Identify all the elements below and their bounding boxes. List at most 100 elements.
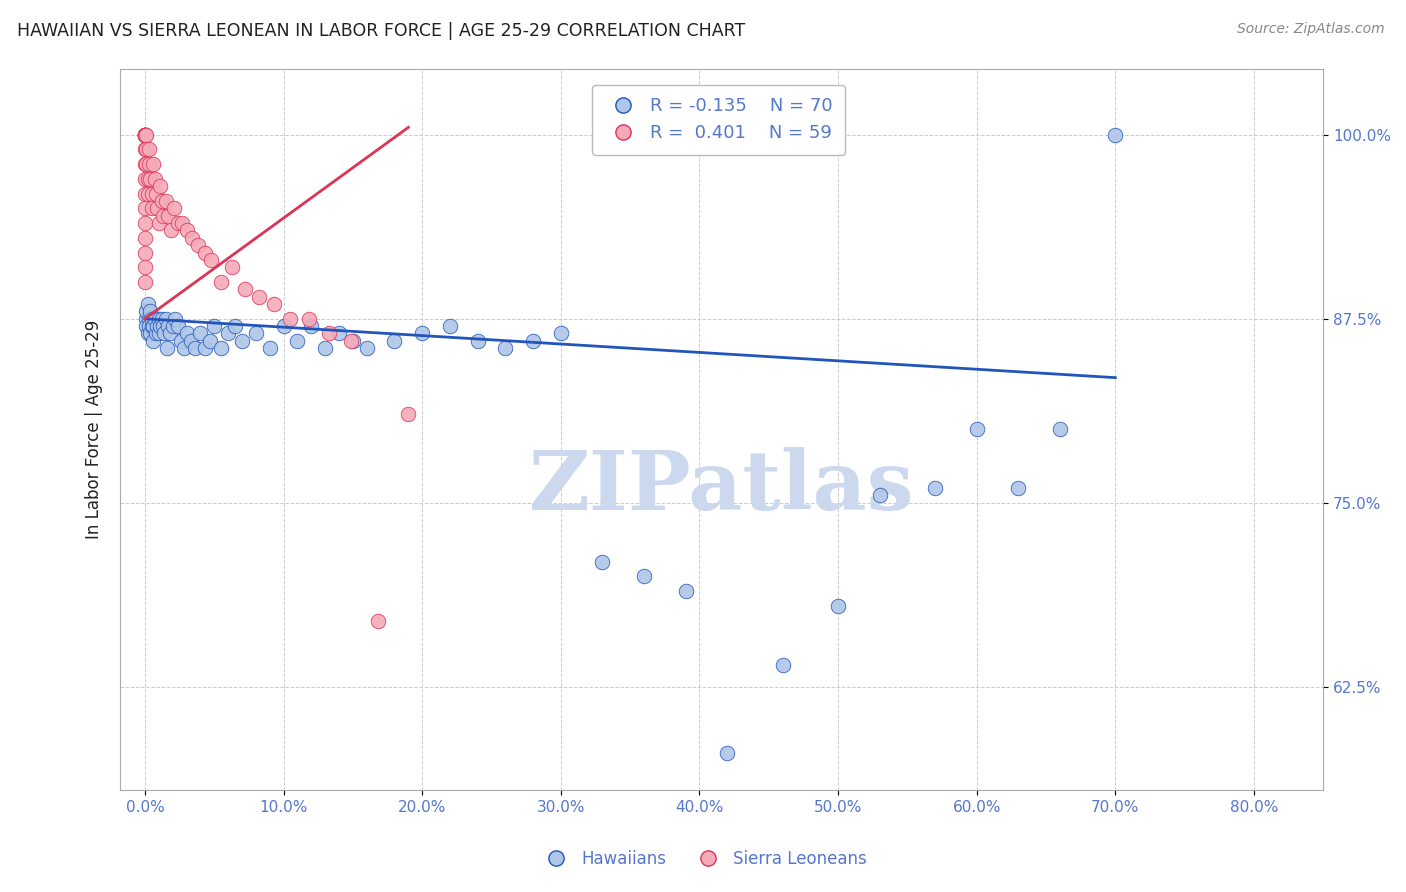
Point — [280, 311, 302, 326]
Point — [135, 157, 157, 171]
Point — [772, 657, 794, 672]
Point — [155, 311, 177, 326]
Point — [633, 569, 655, 583]
Point — [367, 614, 389, 628]
Point — [146, 319, 169, 334]
Point — [134, 186, 156, 201]
Point — [396, 408, 419, 422]
Point — [141, 186, 163, 201]
Point — [1104, 128, 1126, 142]
Point — [134, 128, 156, 142]
Point — [136, 297, 159, 311]
Point — [135, 304, 157, 318]
Point — [134, 216, 156, 230]
Point — [136, 186, 159, 201]
Point — [134, 128, 156, 142]
Point — [924, 481, 946, 495]
Point — [134, 128, 156, 142]
Point — [176, 326, 198, 341]
Point — [152, 209, 174, 223]
Point — [150, 311, 173, 326]
Point — [135, 311, 157, 326]
Point — [134, 245, 156, 260]
Point — [1007, 481, 1029, 495]
Point — [141, 311, 163, 326]
Point — [467, 334, 489, 348]
Point — [159, 326, 181, 341]
Point — [247, 290, 270, 304]
Point — [135, 319, 157, 334]
Point — [181, 231, 204, 245]
Point — [134, 128, 156, 142]
Point — [384, 334, 406, 348]
Point — [173, 341, 195, 355]
Point — [138, 319, 160, 334]
Point — [141, 202, 163, 216]
Point — [135, 128, 157, 142]
Point — [184, 341, 207, 355]
Point — [134, 157, 156, 171]
Point — [314, 341, 336, 355]
Point — [146, 202, 169, 216]
Point — [342, 334, 364, 348]
Point — [245, 326, 267, 341]
Point — [145, 186, 167, 201]
Point — [716, 746, 738, 760]
Point — [299, 319, 322, 334]
Point — [170, 334, 193, 348]
Point — [165, 311, 187, 326]
Point — [522, 334, 544, 348]
Point — [139, 326, 162, 341]
Point — [591, 555, 613, 569]
Point — [136, 172, 159, 186]
Text: Source: ZipAtlas.com: Source: ZipAtlas.com — [1237, 22, 1385, 37]
Point — [153, 326, 176, 341]
Point — [134, 202, 156, 216]
Point — [152, 319, 174, 334]
Point — [494, 341, 516, 355]
Point — [233, 282, 256, 296]
Point — [134, 128, 156, 142]
Point — [193, 245, 215, 260]
Point — [297, 311, 319, 326]
Point — [149, 179, 172, 194]
Text: ZIPatlas: ZIPatlas — [529, 447, 914, 527]
Point — [138, 311, 160, 326]
Point — [145, 326, 167, 341]
Point — [221, 260, 243, 275]
Point — [273, 319, 295, 334]
Text: HAWAIIAN VS SIERRA LEONEAN IN LABOR FORCE | AGE 25-29 CORRELATION CHART: HAWAIIAN VS SIERRA LEONEAN IN LABOR FORC… — [17, 22, 745, 40]
Point — [209, 341, 232, 355]
Point — [190, 326, 212, 341]
Point — [439, 319, 461, 334]
Point — [180, 334, 202, 348]
Point — [287, 334, 309, 348]
Point — [1049, 422, 1071, 436]
Point — [134, 128, 156, 142]
Point — [163, 202, 186, 216]
Point — [356, 341, 378, 355]
Point — [139, 172, 162, 186]
Point — [134, 128, 156, 142]
Point — [142, 157, 165, 171]
Point — [966, 422, 988, 436]
Point — [224, 319, 246, 334]
Point — [150, 194, 173, 208]
Point — [198, 334, 221, 348]
Point — [155, 194, 177, 208]
Point — [231, 334, 253, 348]
Point — [149, 319, 172, 334]
Point — [200, 252, 222, 267]
Point — [318, 326, 340, 341]
Point — [135, 143, 157, 157]
Legend: Hawaiians, Sierra Leoneans: Hawaiians, Sierra Leoneans — [533, 844, 873, 875]
Point — [259, 341, 281, 355]
Point — [134, 172, 156, 186]
Point — [142, 319, 165, 334]
Point — [411, 326, 433, 341]
Point — [167, 319, 190, 334]
Point — [143, 311, 166, 326]
Point — [209, 275, 232, 289]
Point — [550, 326, 572, 341]
Point — [187, 238, 209, 252]
